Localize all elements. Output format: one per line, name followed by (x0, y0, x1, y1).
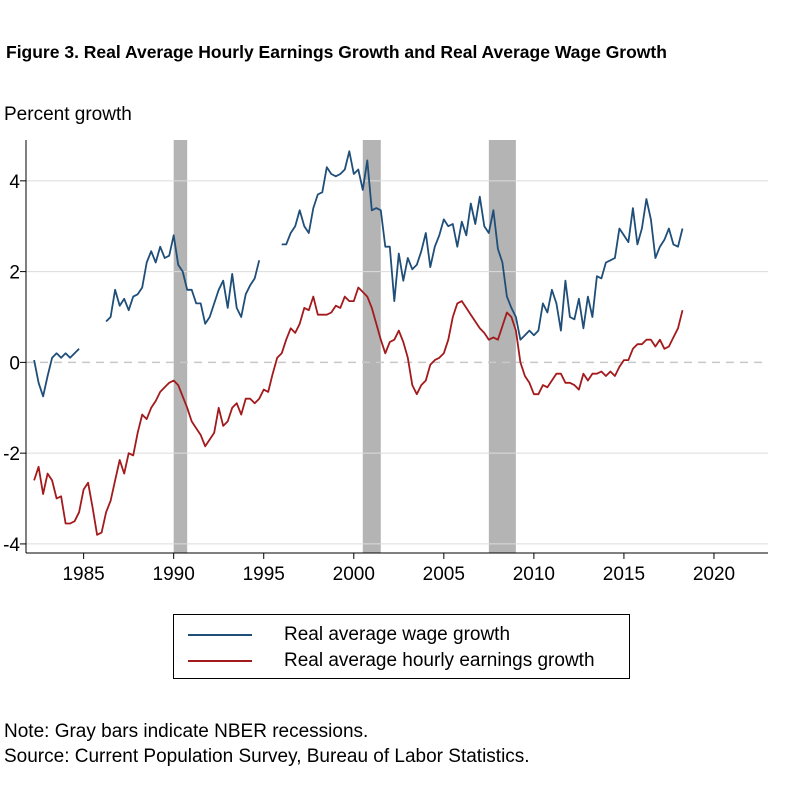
x-tick-label: 2000 (333, 564, 375, 585)
legend-item-hourly: Real average hourly earnings growth (188, 649, 595, 673)
legend-item-wage: Real average wage growth (188, 623, 510, 647)
x-tick-label: 2010 (513, 564, 555, 585)
x-tick-label: 2020 (693, 564, 735, 585)
recession-bar (173, 140, 188, 553)
wage-growth-line (281, 150, 684, 341)
recession-bar (488, 140, 516, 553)
notes-block: Note: Gray bars indicate NBER recessions… (4, 719, 530, 769)
wage-growth-line (105, 234, 261, 325)
x-tick-label: 1995 (243, 564, 285, 585)
x-tick-label: 1985 (62, 564, 104, 585)
y-tick-label: 4 (9, 172, 20, 193)
legend: Real average wage growth Real average ho… (173, 614, 630, 679)
x-tick-label: 2005 (423, 564, 465, 585)
y-tick-label: 0 (9, 353, 20, 374)
x-tick-label: 2015 (603, 564, 645, 585)
hourly-earnings-growth-line (33, 286, 684, 536)
data-series (33, 150, 684, 536)
source-text: Source: Current Population Survey, Burea… (4, 746, 530, 767)
y-tick-label: 2 (9, 263, 20, 284)
grid-lines (26, 180, 768, 545)
legend-label-hourly: Real average hourly earnings growth (284, 650, 595, 671)
y-axis-label: Percent growth (4, 104, 132, 125)
recession-bars (173, 140, 516, 553)
figure-title: Figure 3. Real Average Hourly Earnings G… (6, 42, 667, 62)
legend-label-wage: Real average wage growth (284, 624, 511, 645)
legend-swatch-wage (188, 634, 252, 636)
note-text: Note: Gray bars indicate NBER recessions… (4, 721, 369, 742)
recession-bar (362, 140, 381, 553)
tick-labels: -4 -2 0 2 4 1985 1990 1995 2000 2005 2010 2015 2020 (3, 172, 735, 585)
y-tick-label: -2 (3, 444, 20, 465)
y-tick-label: -4 (3, 535, 20, 556)
x-tick-label: 1990 (153, 564, 195, 585)
axes (20, 140, 768, 559)
legend-swatch-hourly (188, 660, 252, 662)
wage-growth-line (33, 348, 80, 398)
